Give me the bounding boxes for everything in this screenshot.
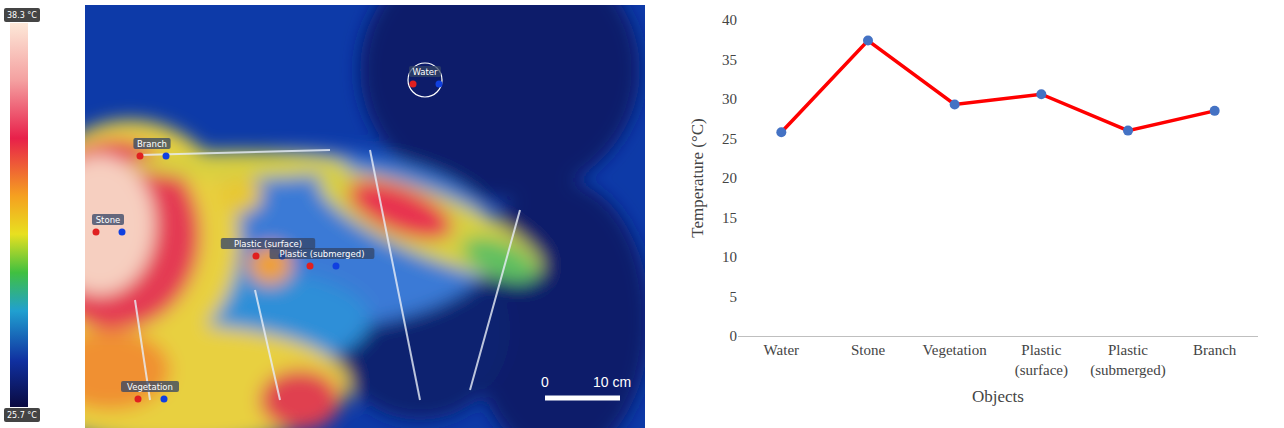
svg-text:Stone: Stone xyxy=(96,215,121,225)
svg-text:Plastic(submerged): Plastic(submerged) xyxy=(1090,342,1166,379)
svg-text:Water: Water xyxy=(764,342,799,358)
svg-text:40: 40 xyxy=(722,12,737,28)
svg-text:10 cm: 10 cm xyxy=(593,374,631,390)
svg-text:Plastic(surface): Plastic(surface) xyxy=(1015,342,1068,379)
svg-text:0: 0 xyxy=(730,328,738,344)
svg-text:20: 20 xyxy=(722,170,737,186)
svg-text:Plastic (submerged): Plastic (submerged) xyxy=(280,249,365,259)
svg-text:Objects: Objects xyxy=(972,387,1024,406)
svg-text:Plastic (surface): Plastic (surface) xyxy=(234,239,302,249)
svg-text:Branch: Branch xyxy=(1193,342,1237,358)
svg-text:38.3 °C: 38.3 °C xyxy=(7,11,37,20)
svg-text:Branch: Branch xyxy=(137,139,167,149)
svg-text:Water: Water xyxy=(412,67,438,77)
svg-text:Vegetation: Vegetation xyxy=(923,342,988,358)
svg-text:15: 15 xyxy=(722,210,737,226)
svg-text:5: 5 xyxy=(730,289,738,305)
svg-text:30: 30 xyxy=(722,91,737,107)
svg-text:Vegetation: Vegetation xyxy=(127,382,173,392)
svg-text:25: 25 xyxy=(722,131,737,147)
svg-text:35: 35 xyxy=(722,52,737,68)
svg-text:Temperature (°C): Temperature (°C) xyxy=(688,118,707,237)
svg-text:Stone: Stone xyxy=(851,342,886,358)
svg-text:25.7 °C: 25.7 °C xyxy=(7,411,37,420)
svg-text:10: 10 xyxy=(722,249,737,265)
svg-text:0: 0 xyxy=(541,374,549,390)
